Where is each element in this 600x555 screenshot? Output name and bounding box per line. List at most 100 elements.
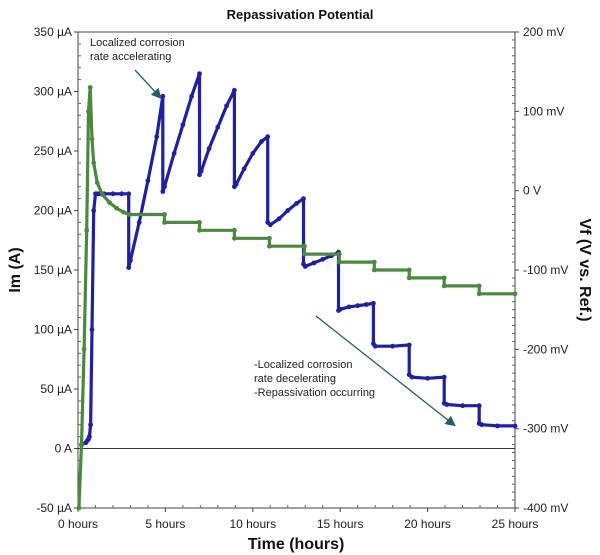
left-y-axis: -50 µA 0 A 50 µA 100 µA 150 µA 200 µA 250 µA 30… — [34, 25, 81, 515]
series-point-1 — [406, 275, 412, 281]
series-point-1 — [79, 442, 84, 447]
series-point-0 — [276, 216, 282, 222]
series-point-1 — [81, 346, 87, 352]
series-point-1 — [441, 283, 447, 289]
series-point-0 — [224, 103, 230, 109]
annotation-1-text: Localized corrosion — [90, 37, 185, 49]
series-point-0 — [267, 222, 273, 228]
series-point-0 — [425, 375, 430, 381]
series-point-0 — [206, 146, 212, 152]
series-point-0 — [364, 302, 369, 307]
series-point-1 — [76, 505, 82, 511]
series-point-0 — [197, 71, 202, 77]
left-tick-label: 50 µA — [40, 382, 72, 396]
x-tick-label: 10 hours — [229, 517, 276, 531]
series-point-0 — [259, 139, 264, 144]
series-point-1 — [336, 259, 342, 265]
left-tick-label: 200 µA — [34, 204, 72, 218]
series-point-0 — [215, 124, 221, 130]
series-point-1 — [86, 108, 91, 114]
right-tick-label: 100 mV — [523, 104, 564, 118]
series-point-1 — [91, 160, 97, 166]
series-point-0 — [390, 343, 395, 349]
series-point-1 — [121, 209, 126, 215]
series-point-0 — [495, 423, 500, 429]
series-point-1 — [232, 235, 237, 241]
right-tick-label: -200 mV — [523, 342, 568, 356]
series-point-1 — [302, 251, 307, 257]
series-point-0 — [232, 87, 237, 93]
annotation-2-text: -Localized corrosion — [254, 359, 352, 371]
series-point-1 — [476, 283, 482, 289]
annotation-layer: Localized corrosion rate accelerating -Loc… — [90, 37, 456, 427]
right-tick-label: 0 V — [523, 184, 541, 198]
series-point-0 — [372, 343, 378, 349]
series-point-1 — [371, 267, 377, 273]
right-tick-label: -300 mV — [523, 422, 568, 436]
x-tick-label: 5 hours — [145, 517, 185, 531]
series-point-1 — [84, 227, 90, 233]
series-point-0 — [301, 196, 306, 202]
series-point-0 — [265, 134, 271, 140]
series-point-0 — [160, 93, 166, 99]
series-point-0 — [512, 423, 518, 429]
series-layer — [76, 71, 518, 511]
series-point-0 — [127, 258, 133, 263]
left-tick-label: 100 µA — [34, 323, 72, 337]
series-point-1 — [197, 220, 202, 225]
series-point-1 — [512, 291, 518, 297]
series-point-0 — [197, 172, 202, 178]
series-point-1 — [476, 291, 482, 297]
annotation-2-text: rate decelerating — [254, 373, 336, 385]
series-point-1 — [162, 212, 167, 217]
series-point-1 — [406, 267, 412, 273]
series-point-1 — [302, 243, 307, 249]
right-tick-label: -100 mV — [523, 263, 568, 277]
annotation-1-text: rate accelerating — [90, 51, 171, 63]
series-point-1 — [107, 200, 112, 206]
series-point-1 — [336, 251, 342, 257]
right-tick-label: -400 mV — [523, 501, 568, 515]
series-point-1 — [197, 227, 202, 233]
x-tick-label: 20 hours — [404, 517, 451, 531]
series-point-0 — [171, 151, 177, 156]
series-point-0 — [302, 264, 308, 269]
series-point-1 — [267, 243, 272, 249]
annotation-2-text: -Repassivation occurring — [254, 387, 375, 399]
series-point-1 — [162, 220, 167, 225]
left-tick-label: 350 µA — [34, 25, 72, 39]
series-point-0 — [154, 134, 160, 140]
series-point-0 — [355, 303, 361, 309]
series-point-1 — [94, 180, 100, 186]
series-point-0 — [136, 220, 142, 225]
series-point-0 — [409, 374, 415, 380]
left-tick-label: -50 µA — [36, 501, 72, 515]
annotation-1-arrow — [134, 69, 162, 99]
series-point-0 — [189, 93, 195, 99]
series-point-0 — [311, 260, 317, 266]
series-point-0 — [337, 306, 343, 312]
series-point-0 — [162, 184, 167, 190]
left-tick-label: 0 A — [55, 442, 72, 456]
series-point-1 — [89, 136, 95, 142]
series-point-0 — [285, 208, 291, 213]
series-point-1 — [371, 259, 377, 265]
chart-title: Repassivation Potential — [227, 7, 374, 22]
right-y-axis-label: Vf (V vs. Ref.) — [576, 218, 593, 321]
series-point-0 — [233, 181, 239, 187]
series-point-1 — [441, 275, 447, 281]
x-axis-label: Time (hours) — [248, 536, 345, 553]
plot-frame — [77, 31, 516, 509]
series-point-0 — [250, 151, 256, 156]
series-point-0 — [180, 122, 186, 128]
series-point-0 — [126, 265, 132, 270]
series-point-0 — [406, 342, 412, 348]
left-tick-label: 250 µA — [34, 144, 72, 158]
series-point-0 — [441, 374, 447, 380]
series-point-0 — [145, 178, 151, 184]
series-point-0 — [320, 256, 326, 262]
right-tick-label: 200 mV — [523, 25, 564, 39]
series-point-0 — [346, 304, 352, 310]
series-point-0 — [110, 191, 116, 197]
